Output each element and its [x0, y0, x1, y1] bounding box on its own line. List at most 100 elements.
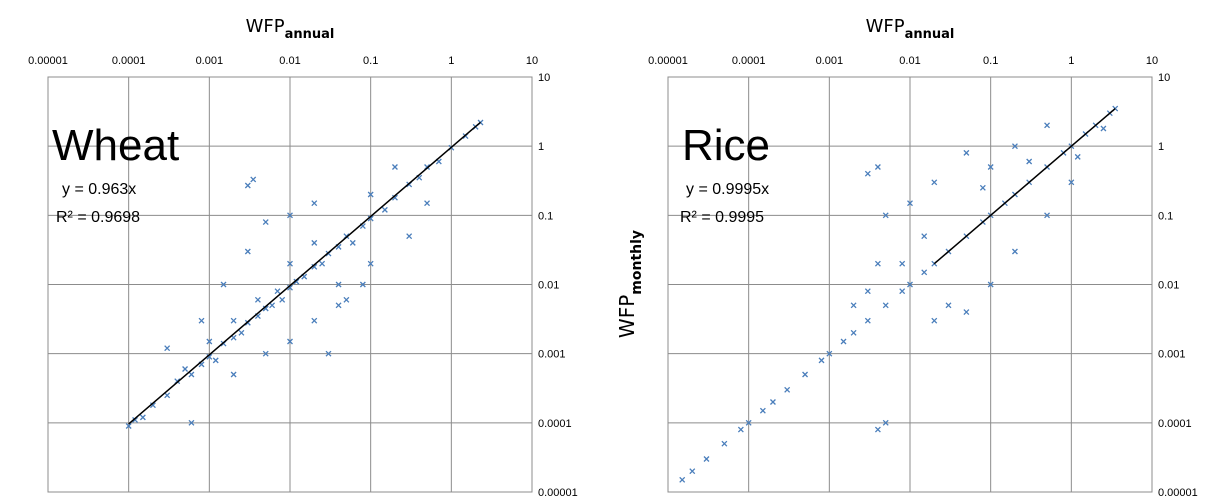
- data-point: [212, 357, 219, 364]
- data-point: [164, 345, 171, 352]
- data-point: [293, 278, 300, 285]
- y-tick-label: 1: [538, 141, 544, 153]
- data-point: [238, 329, 245, 336]
- data-point: [279, 296, 286, 303]
- x-tick-label: 0.1: [363, 55, 378, 67]
- data-point: [840, 338, 847, 345]
- data-point: [1044, 212, 1051, 219]
- data-point: [1011, 248, 1018, 255]
- data-point: [882, 212, 889, 219]
- data-point: [759, 407, 766, 414]
- data-point: [367, 260, 374, 267]
- x-axis-title: WFPannual: [866, 16, 955, 42]
- data-point: [250, 176, 257, 183]
- y-tick-label: 0.00001: [538, 487, 578, 497]
- data-point: [244, 182, 251, 189]
- y-tick-label: 0.00001: [1158, 487, 1198, 497]
- data-point: [311, 317, 318, 324]
- data-point: [874, 164, 881, 170]
- data-point: [689, 468, 696, 475]
- data-point: [381, 206, 388, 213]
- data-point: [721, 440, 728, 447]
- data-point: [899, 288, 906, 295]
- y-tick-label: 0.01: [1158, 280, 1179, 292]
- y-tick-label: 0.0001: [1158, 418, 1192, 430]
- y-tick-label: 10: [1158, 72, 1170, 84]
- y-tick-label: 0.1: [538, 210, 553, 222]
- data-point: [367, 191, 374, 198]
- data-point: [874, 426, 881, 433]
- x-tick-label: 10: [1146, 55, 1158, 67]
- data-point: [737, 426, 744, 433]
- x-tick-label: 0.01: [279, 55, 300, 67]
- r-squared-label: R² = 0.9698: [56, 209, 140, 226]
- data-point: [188, 371, 195, 378]
- data-point: [262, 219, 269, 225]
- data-point: [391, 164, 398, 170]
- data-point: [1026, 158, 1033, 165]
- data-point: [349, 239, 356, 246]
- data-point: [921, 269, 928, 276]
- regression-equation: y = 0.9995x: [686, 181, 769, 198]
- data-point: [287, 338, 293, 345]
- data-point: [745, 419, 752, 426]
- y-axis-title: WFPmonthly: [615, 230, 645, 338]
- data-point: [784, 386, 791, 393]
- trendline: [128, 121, 482, 425]
- data-point: [802, 371, 809, 378]
- data-point: [850, 329, 857, 336]
- data-point: [311, 239, 318, 246]
- data-point: [262, 350, 269, 357]
- data-point: [864, 288, 871, 295]
- crop-label: Rice: [682, 121, 770, 170]
- data-point: [850, 302, 857, 309]
- data-point: [269, 302, 276, 309]
- data-point: [206, 353, 213, 360]
- data-point: [230, 317, 237, 324]
- data-point: [325, 350, 332, 357]
- y-tick-label: 10: [538, 72, 550, 84]
- data-point: [769, 399, 776, 405]
- data-point: [391, 194, 398, 201]
- data-point: [149, 402, 156, 409]
- data-point: [1011, 143, 1018, 150]
- data-point: [206, 338, 213, 345]
- data-point: [987, 164, 994, 170]
- x-tick-label: 0.0001: [112, 55, 146, 67]
- y-tick-label: 0.1: [1158, 210, 1173, 222]
- x-tick-label: 1: [1068, 55, 1074, 67]
- data-point: [987, 281, 994, 288]
- data-point: [679, 476, 686, 483]
- data-point: [1068, 179, 1075, 186]
- data-point: [931, 317, 938, 324]
- data-point: [254, 296, 261, 303]
- data-point: [139, 414, 146, 421]
- y-tick-label: 0.01: [538, 280, 559, 292]
- x-tick-label: 1: [448, 55, 454, 67]
- data-point: [311, 200, 318, 207]
- data-point: [287, 260, 293, 267]
- data-point: [359, 281, 366, 288]
- data-point: [274, 288, 281, 295]
- data-point: [125, 423, 132, 429]
- x-axis-title: WFPannual: [246, 16, 335, 42]
- data-point: [335, 281, 342, 288]
- x-tick-label: 0.1: [983, 55, 998, 67]
- plot-frame: [667, 76, 1153, 493]
- y-tick-label: 0.001: [538, 349, 566, 361]
- data-point: [864, 317, 871, 324]
- data-point: [1100, 125, 1107, 132]
- data-point: [818, 357, 825, 364]
- chart-rice: 0.00001 0.0001 0.001 0.01 0.1 1 10 0.00001 0.000…: [615, 16, 1198, 497]
- regression-equation: y = 0.963x: [62, 181, 136, 198]
- crop-label: Wheat: [52, 121, 179, 170]
- data-point: [262, 305, 269, 312]
- data-point: [874, 260, 881, 267]
- x-tick-label: 0.001: [816, 55, 844, 67]
- data-point: [1074, 153, 1081, 160]
- data-point: [864, 170, 871, 177]
- data-point: [220, 281, 227, 288]
- x-tick-label: 0.00001: [648, 55, 688, 67]
- data-point: [899, 260, 906, 267]
